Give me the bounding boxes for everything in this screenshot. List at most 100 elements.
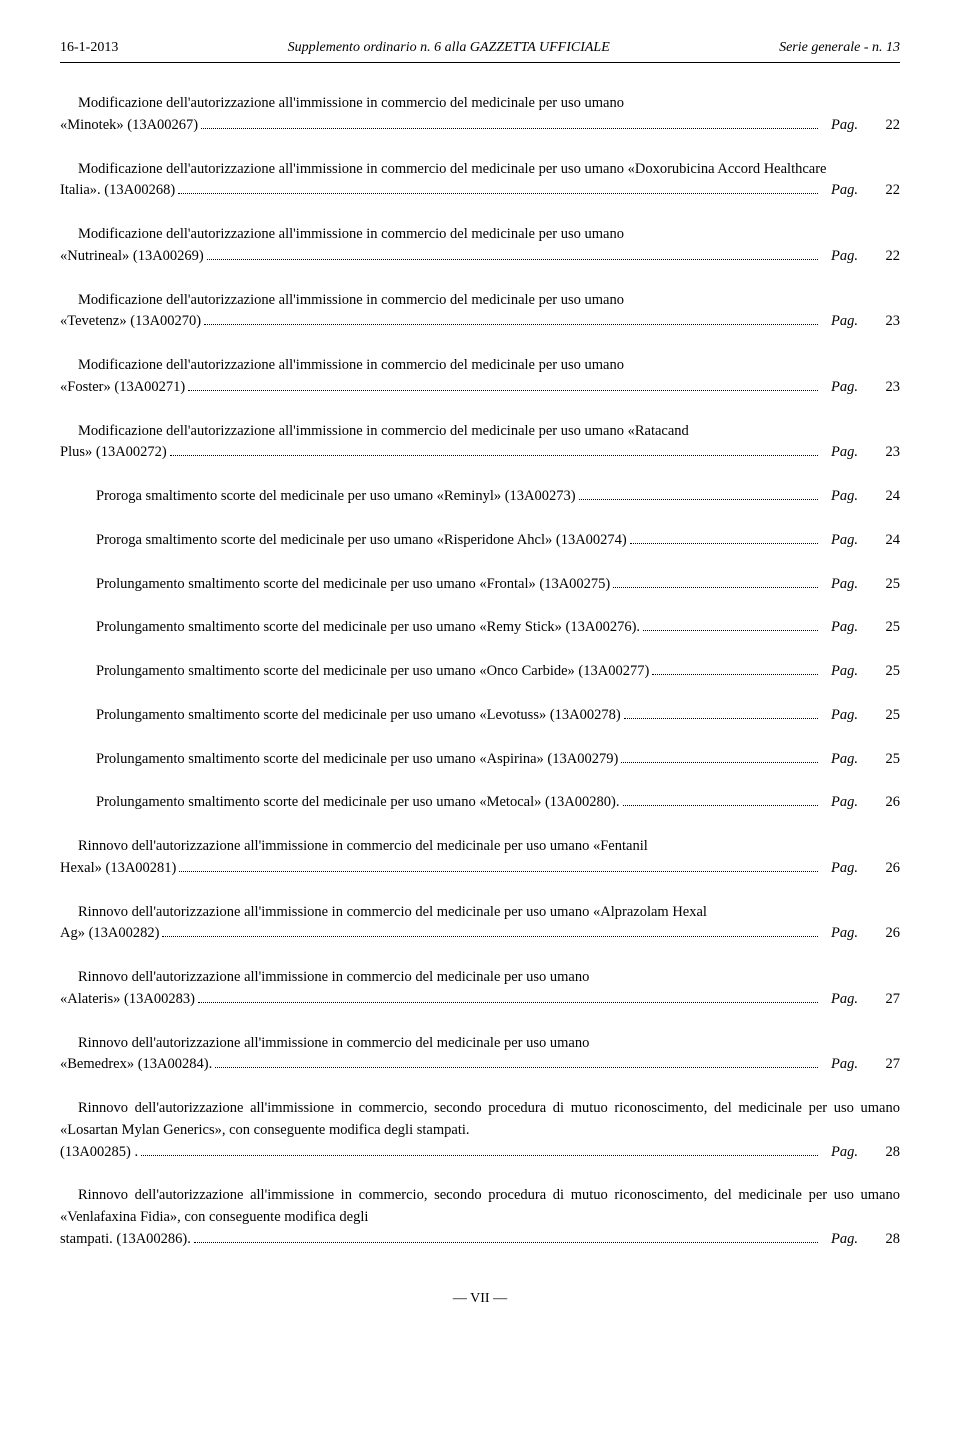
toc-entry: Prolungamento smaltimento scorte del med…	[60, 705, 900, 727]
entry-row: Prolungamento smaltimento scorte del med…	[60, 792, 900, 814]
toc-entry: Modificazione dell'autorizzazione all'im…	[60, 421, 900, 465]
toc-entry: Proroga smaltimento scorte del medicinal…	[60, 486, 900, 508]
leader-dots	[652, 662, 818, 675]
page-roman-number: — VII —	[60, 1291, 900, 1307]
leader-dots	[170, 444, 818, 457]
toc-entry: Modificazione dell'autorizzazione all'im…	[60, 355, 900, 399]
entry-tail: «Bemedrex» (13A00284).	[60, 1054, 212, 1076]
pag-label: Pag.	[831, 442, 858, 464]
entry-last-line: Ag» (13A00282)Pag.26	[60, 923, 900, 945]
entry-text: Rinnovo dell'autorizzazione all'immissio…	[60, 1098, 900, 1142]
page-number: 22	[876, 115, 900, 137]
entry-tail: «Nutrineal» (13A00269)	[60, 246, 204, 268]
entry-text: Proroga smaltimento scorte del medicinal…	[60, 530, 627, 552]
pag-label: Pag.	[831, 858, 858, 880]
entry-row: Prolungamento smaltimento scorte del med…	[60, 705, 900, 727]
header-date: 16-1-2013	[60, 40, 118, 56]
entry-text: Prolungamento smaltimento scorte del med…	[60, 749, 618, 771]
entry-text: Prolungamento smaltimento scorte del med…	[60, 792, 620, 814]
toc-entry: Modificazione dell'autorizzazione all'im…	[60, 159, 900, 203]
leader-dots	[623, 794, 819, 807]
entry-last-line: «Nutrineal» (13A00269) Pag. 22	[60, 246, 900, 268]
leader-dots	[188, 378, 818, 391]
toc-entry: Rinnovo dell'autorizzazione all'immissio…	[60, 836, 900, 880]
entry-last-line: (13A00285) . Pag. 28	[60, 1142, 900, 1164]
toc-entry: Prolungamento smaltimento scorte del med…	[60, 617, 900, 639]
entry-row: Prolungamento smaltimento scorte del med…	[60, 749, 900, 771]
entry-last-line: «Bemedrex» (13A00284).Pag.27	[60, 1054, 900, 1076]
page-number: 22	[876, 246, 900, 268]
entry-text: Rinnovo dell'autorizzazione all'immissio…	[60, 1185, 900, 1229]
entry-row: Proroga smaltimento scorte del medicinal…	[60, 530, 900, 552]
entry-text: Rinnovo dell'autorizzazione all'immissio…	[60, 1033, 900, 1055]
pag-label: Pag.	[831, 661, 858, 683]
pag-label: Pag.	[831, 1142, 858, 1164]
header-title: Supplemento ordinario n. 6 alla GAZZETTA…	[118, 40, 779, 56]
toc-entry: Prolungamento smaltimento scorte del med…	[60, 792, 900, 814]
entry-row: Proroga smaltimento scorte del medicinal…	[60, 486, 900, 508]
leader-dots	[179, 859, 818, 872]
entry-row: Prolungamento smaltimento scorte del med…	[60, 661, 900, 683]
toc-entry: Modificazione dell'autorizzazione all'im…	[60, 290, 900, 334]
entry-text: Modificazione dell'autorizzazione all'im…	[60, 290, 900, 312]
pag-label: Pag.	[831, 246, 858, 268]
leader-dots	[624, 706, 818, 719]
entry-last-line: «Alateris» (13A00283)Pag.27	[60, 989, 900, 1011]
page-container: 16-1-2013 Supplemento ordinario n. 6 all…	[0, 0, 960, 1347]
page-number: 23	[876, 311, 900, 333]
page-number: 26	[876, 858, 900, 880]
toc-entry: Rinnovo dell'autorizzazione all'immissio…	[60, 967, 900, 1011]
page-number: 25	[876, 661, 900, 683]
page-number: 23	[876, 442, 900, 464]
page-number: 25	[876, 574, 900, 596]
toc-entry: Modificazione dell'autorizzazione all'im…	[60, 224, 900, 268]
toc-entry: Prolungamento smaltimento scorte del med…	[60, 749, 900, 771]
entry-text: Prolungamento smaltimento scorte del med…	[60, 705, 621, 727]
entry-last-line: «Foster» (13A00271)Pag.23	[60, 377, 900, 399]
toc-entry: Proroga smaltimento scorte del medicinal…	[60, 530, 900, 552]
leader-dots	[162, 925, 818, 938]
entry-text: Modificazione dell'autorizzazione all'im…	[60, 224, 900, 246]
page-number: 25	[876, 617, 900, 639]
page-number: 23	[876, 377, 900, 399]
page-number: 25	[876, 749, 900, 771]
pag-label: Pag.	[831, 792, 858, 814]
entry-last-line: «Minotek» (13A00267)Pag.22	[60, 115, 900, 137]
entry-text: Modificazione dell'autorizzazione all'im…	[60, 421, 900, 443]
entry-last-line: stampati. (13A00286).Pag.28	[60, 1229, 900, 1251]
entry-text: Modificazione dell'autorizzazione all'im…	[60, 93, 900, 115]
toc-entry: Modificazione dell'autorizzazione all'im…	[60, 93, 900, 137]
entry-text: Rinnovo dell'autorizzazione all'immissio…	[60, 902, 900, 924]
leader-dots	[204, 313, 818, 326]
entry-last-line: Plus» (13A00272) Pag. 23	[60, 442, 900, 464]
entry-text: Proroga smaltimento scorte del medicinal…	[60, 486, 576, 508]
leader-dots	[198, 990, 818, 1003]
toc-entry: Rinnovo dell'autorizzazione all'immissio…	[60, 902, 900, 946]
page-number: 27	[876, 1054, 900, 1076]
toc-entry: Rinnovo dell'autorizzazione all'immissio…	[60, 1098, 900, 1163]
page-number: 26	[876, 923, 900, 945]
page-number: 25	[876, 705, 900, 727]
entry-tail: Plus» (13A00272)	[60, 442, 167, 464]
pag-label: Pag.	[831, 749, 858, 771]
entry-tail: «Alateris» (13A00283)	[60, 989, 195, 1011]
leader-dots	[621, 750, 818, 763]
entry-tail: «Tevetenz» (13A00270)	[60, 311, 201, 333]
pag-label: Pag.	[831, 1229, 858, 1251]
leader-dots	[201, 116, 818, 129]
entry-text: Rinnovo dell'autorizzazione all'immissio…	[60, 967, 900, 989]
page-number: 28	[876, 1142, 900, 1164]
page-number: 27	[876, 989, 900, 1011]
leader-dots	[207, 247, 818, 260]
leader-dots	[178, 182, 818, 195]
toc-entry: Prolungamento smaltimento scorte del med…	[60, 661, 900, 683]
page-number: 28	[876, 1229, 900, 1251]
pag-label: Pag.	[831, 617, 858, 639]
leader-dots	[579, 487, 818, 500]
leader-dots	[613, 575, 818, 588]
entry-text: Modificazione dell'autorizzazione all'im…	[60, 159, 900, 181]
entry-tail: «Minotek» (13A00267)	[60, 115, 198, 137]
entry-tail: Ag» (13A00282)	[60, 923, 159, 945]
toc-entry: Rinnovo dell'autorizzazione all'immissio…	[60, 1185, 900, 1250]
entry-tail: (13A00285) .	[60, 1142, 138, 1164]
